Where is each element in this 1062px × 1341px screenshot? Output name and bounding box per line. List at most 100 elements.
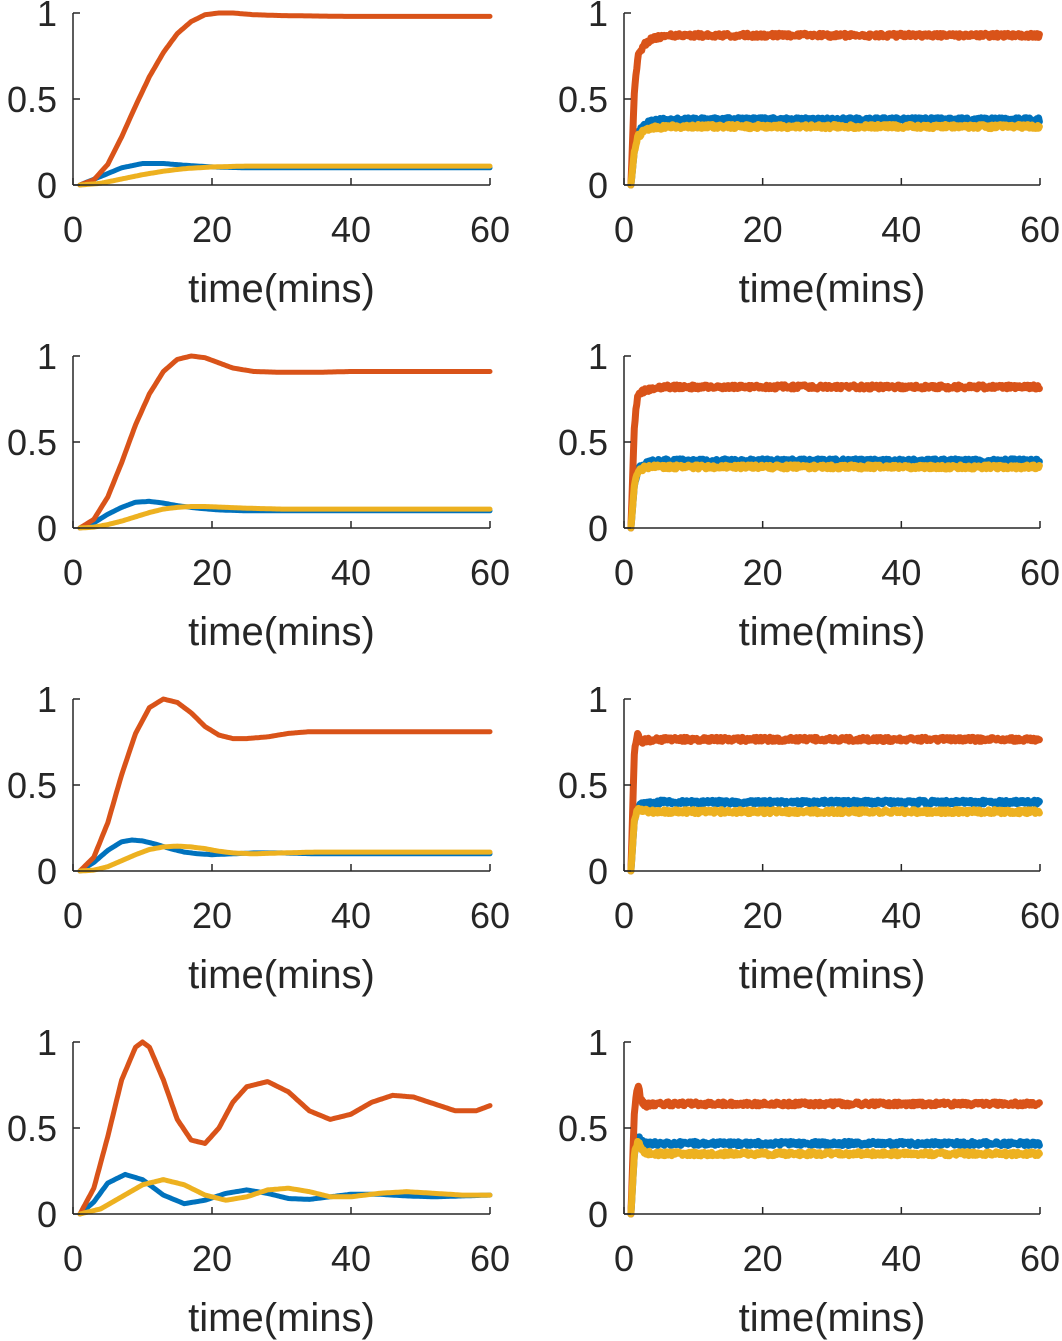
panel-row3-left: 0 0.5 1 0 20 40 60 time(mins): [7, 679, 510, 997]
x-axis-label: time(mins): [188, 267, 375, 311]
plot-area: [627, 730, 1043, 875]
x-tick-label: 0: [614, 895, 634, 936]
x-axis-label: time(mins): [739, 953, 926, 997]
x-tick-label: 60: [1020, 209, 1060, 250]
x-axis-label: time(mins): [739, 1296, 926, 1340]
y-tick-label: 0.5: [7, 1108, 57, 1149]
y-tick-label: 0.5: [7, 79, 57, 120]
y-tick-label: 1: [37, 0, 57, 34]
series-line-yellow: [627, 461, 1043, 532]
x-tick-label: 40: [331, 552, 371, 593]
x-tick-label: 20: [192, 209, 232, 250]
x-tick-label: 20: [743, 552, 783, 593]
y-tick-label: 0.5: [558, 1108, 608, 1149]
x-tick-label: 0: [63, 1238, 83, 1279]
panel-row1-right: 0 0.5 1 0 20 40 60 time(mins): [558, 0, 1060, 311]
panel-row1-left: 0 0.5 1 0 20 40 60 time(mins): [7, 0, 510, 311]
x-tick-label: 0: [614, 209, 634, 250]
panel-row4-right: 0 0.5 1 0 20 40 60 time(mins): [558, 1022, 1060, 1340]
y-tick-label: 1: [37, 336, 57, 377]
plot-area: [77, 353, 493, 531]
x-tick-label: 0: [63, 552, 83, 593]
x-tick-label: 40: [331, 1238, 371, 1279]
x-tick-label: 0: [614, 1238, 634, 1279]
x-axis-label: time(mins): [739, 610, 926, 654]
x-tick-label: 40: [881, 209, 921, 250]
y-tick-label: 0: [37, 851, 57, 892]
x-tick-label: 60: [1020, 552, 1060, 593]
y-tick-label: 0.5: [558, 422, 608, 463]
series-line-orange: [627, 1082, 1043, 1218]
series-line-blue: [627, 455, 1043, 532]
y-tick-label: 1: [588, 336, 608, 377]
x-axis-label: time(mins): [739, 267, 926, 311]
y-tick-label: 0.5: [558, 79, 608, 120]
y-tick-label: 1: [588, 1022, 608, 1063]
y-tick-label: 1: [37, 679, 57, 720]
y-tick-label: 1: [588, 679, 608, 720]
panel-row2-right: 0 0.5 1 0 20 40 60 time(mins): [558, 336, 1060, 654]
y-tick-label: 0: [588, 508, 608, 549]
x-tick-label: 60: [470, 895, 510, 936]
y-tick-label: 0.5: [7, 422, 57, 463]
y-tick-label: 0: [37, 508, 57, 549]
x-tick-label: 20: [192, 895, 232, 936]
series-line-yellow: [627, 1138, 1043, 1218]
series-line-orange: [77, 1039, 493, 1217]
x-tick-label: 60: [470, 552, 510, 593]
y-tick-label: 0: [588, 1194, 608, 1235]
y-tick-label: 0: [37, 165, 57, 206]
series-line-yellow: [77, 1177, 493, 1217]
y-tick-label: 0.5: [7, 765, 57, 806]
panel-row2-left: 0 0.5 1 0 20 40 60 time(mins): [7, 336, 510, 654]
x-tick-label: 40: [331, 895, 371, 936]
plot-area: [627, 29, 1043, 189]
x-tick-label: 0: [63, 209, 83, 250]
series-line-yellow: [77, 843, 493, 874]
x-tick-label: 40: [881, 552, 921, 593]
x-tick-label: 60: [470, 209, 510, 250]
x-axis-label: time(mins): [188, 610, 375, 654]
series-line-yellow: [77, 504, 493, 531]
y-tick-label: 0: [588, 851, 608, 892]
y-tick-label: 1: [37, 1022, 57, 1063]
plot-area: [77, 696, 493, 874]
y-tick-label: 0: [37, 1194, 57, 1235]
x-tick-label: 0: [63, 895, 83, 936]
x-tick-label: 20: [192, 552, 232, 593]
x-tick-label: 20: [743, 1238, 783, 1279]
series-line-yellow: [77, 163, 493, 188]
x-tick-label: 60: [470, 1238, 510, 1279]
x-tick-label: 40: [881, 895, 921, 936]
series-line-orange: [77, 353, 493, 531]
plot-area: [627, 381, 1043, 532]
series-line-orange: [77, 10, 493, 188]
x-tick-label: 60: [1020, 1238, 1060, 1279]
y-tick-label: 0.5: [558, 765, 608, 806]
x-tick-label: 40: [331, 209, 371, 250]
x-tick-label: 0: [614, 552, 634, 593]
series-line-yellow: [627, 804, 1043, 875]
series-line-blue: [77, 837, 493, 874]
series-line-blue: [627, 796, 1043, 875]
x-tick-label: 20: [743, 209, 783, 250]
x-axis-label: time(mins): [188, 1296, 375, 1340]
y-tick-label: 1: [588, 0, 608, 34]
series-line-orange: [627, 730, 1043, 875]
plot-area: [77, 1039, 493, 1217]
series-line-orange: [77, 696, 493, 874]
x-tick-label: 40: [881, 1238, 921, 1279]
x-tick-label: 60: [1020, 895, 1060, 936]
series-line-blue: [627, 1133, 1043, 1218]
plot-area: [627, 1082, 1043, 1218]
series-line-yellow: [627, 121, 1043, 189]
x-axis-label: time(mins): [188, 953, 375, 997]
panel-row3-right: 0 0.5 1 0 20 40 60 time(mins): [558, 679, 1060, 997]
x-tick-label: 20: [743, 895, 783, 936]
x-tick-label: 20: [192, 1238, 232, 1279]
plot-area: [77, 10, 493, 188]
panel-row4-left: 0 0.5 1 0 20 40 60 time(mins): [7, 1022, 510, 1340]
series-line-orange: [627, 381, 1043, 532]
series-line-orange: [627, 29, 1043, 189]
